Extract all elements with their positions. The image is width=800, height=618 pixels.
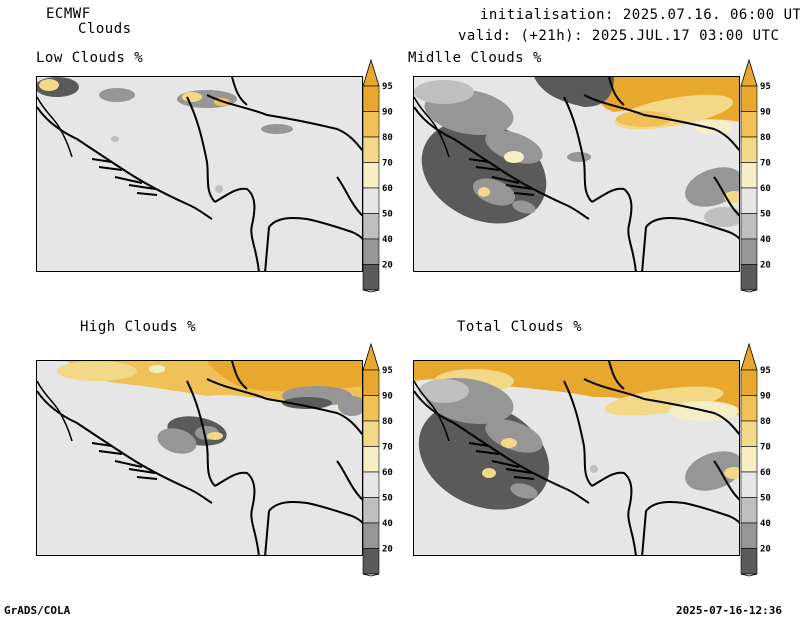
cloud-field [414, 77, 739, 227]
colorbar-tick-label: 50 [760, 210, 771, 220]
colorbar-tick-label: 50 [760, 494, 771, 504]
colorbar-tick-label: 70 [382, 159, 393, 169]
colorbar-swatch-80 [362, 420, 380, 447]
footer-software-label: GrADS/COLA [4, 604, 71, 617]
colorbar-top-arrow [740, 58, 758, 87]
colorbar-tick-label: 20 [382, 545, 393, 555]
map-middle-clouds [413, 76, 740, 272]
colorbar-swatch-50 [362, 497, 380, 524]
colorbar-swatch-90 [362, 111, 380, 138]
colorbar-top-arrow [362, 58, 380, 87]
model-label: ECMWF [46, 6, 91, 22]
colorbar-tick-label: 20 [382, 261, 393, 271]
colorbar-swatch-95 [740, 85, 758, 112]
colorbar-tick-label: 40 [382, 519, 393, 529]
colorbar-bottom-arrow [740, 573, 758, 577]
colorbar-swatch-80 [740, 136, 758, 163]
country-borders [37, 361, 362, 555]
country-borders [414, 77, 739, 271]
colorbar-tick-label: 20 [760, 545, 771, 555]
colorbar-bottom-arrow [362, 289, 380, 293]
panel-title-middle-clouds: Midlle Clouds % [408, 50, 542, 66]
colorbar-tick-label: 80 [382, 133, 393, 143]
colorbar-swatch-20 [740, 548, 758, 575]
colorbar-tick-label: 90 [382, 108, 393, 118]
cloud-field [57, 361, 362, 454]
colorbar-tick-label: 95 [760, 366, 771, 376]
product-label: Clouds [78, 21, 132, 37]
colorbar-swatch-90 [740, 395, 758, 422]
colorbar-tick-label: 70 [382, 443, 393, 453]
footer-timestamp: 2025-07-16-12:36 [676, 604, 782, 617]
colorbar-tick-label: 95 [382, 82, 393, 92]
colorbar-swatch-95 [362, 369, 380, 396]
colorbar-swatch-50 [740, 213, 758, 240]
map-low-clouds [36, 76, 363, 272]
colorbar-tick-label: 50 [382, 210, 393, 220]
colorbar-swatch-90 [362, 395, 380, 422]
colorbar-low: 95 90 80 70 60 50 40 20 [362, 58, 403, 293]
colorbar-total: 95 90 80 70 60 50 40 20 [740, 342, 781, 577]
colorbar-middle: 95 90 80 70 60 50 40 20 [740, 58, 781, 293]
colorbar-swatch-90 [740, 111, 758, 138]
colorbar-tick-label: 90 [760, 392, 771, 402]
panel-title-high-clouds: High Clouds % [80, 319, 197, 335]
colorbar-swatch-40 [362, 238, 380, 265]
colorbar-top-arrow [362, 342, 380, 371]
colorbar-tick-label: 90 [382, 392, 393, 402]
colorbar-tick-label: 40 [760, 519, 771, 529]
colorbar-top-arrow [740, 342, 758, 371]
colorbar-swatch-60 [362, 471, 380, 498]
colorbar-tick-label: 60 [760, 468, 771, 478]
colorbar-high: 95 90 80 70 60 50 40 20 [362, 342, 403, 577]
panel-title-low-clouds: Low Clouds % [36, 50, 144, 66]
colorbar-tick-label: 80 [382, 417, 393, 427]
colorbar-swatch-20 [362, 548, 380, 575]
colorbar-tick-label: 50 [382, 494, 393, 504]
colorbar-tick-label: 80 [760, 133, 771, 143]
colorbar-tick-label: 90 [760, 108, 771, 118]
colorbar-tick-label: 60 [382, 184, 393, 194]
colorbar-tick-label: 60 [760, 184, 771, 194]
colorbar-swatch-60 [740, 187, 758, 214]
colorbar-swatch-50 [740, 497, 758, 524]
colorbar-swatch-70 [362, 446, 380, 473]
map-high-clouds [36, 360, 363, 556]
colorbar-swatch-95 [740, 369, 758, 396]
panel-title-total-clouds: Total Clouds % [457, 319, 583, 335]
colorbar-swatch-20 [740, 264, 758, 291]
colorbar-swatch-70 [362, 162, 380, 189]
country-borders [37, 77, 362, 271]
colorbar-swatch-40 [362, 522, 380, 549]
colorbar-swatch-50 [362, 213, 380, 240]
colorbar-tick-label: 95 [760, 82, 771, 92]
colorbar-tick-label: 70 [760, 159, 771, 169]
colorbar-bottom-arrow [740, 289, 758, 293]
colorbar-swatch-60 [740, 471, 758, 498]
colorbar-tick-label: 20 [760, 261, 771, 271]
colorbar-swatch-40 [740, 522, 758, 549]
colorbar-swatch-40 [740, 238, 758, 265]
colorbar-tick-label: 40 [382, 235, 393, 245]
colorbar-tick-label: 60 [382, 468, 393, 478]
colorbar-swatch-20 [362, 264, 380, 291]
country-borders [414, 361, 739, 555]
colorbar-swatch-80 [740, 420, 758, 447]
colorbar-bottom-arrow [362, 573, 380, 577]
cloud-field [37, 77, 293, 193]
colorbar-swatch-60 [362, 187, 380, 214]
colorbar-swatch-70 [740, 446, 758, 473]
colorbar-swatch-80 [362, 136, 380, 163]
map-total-clouds [413, 360, 740, 556]
colorbar-swatch-95 [362, 85, 380, 112]
valid-time-text: valid: (+21h): 2025.JUL.17 03:00 UTC [458, 28, 780, 44]
colorbar-tick-label: 40 [760, 235, 771, 245]
colorbar-swatch-70 [740, 162, 758, 189]
colorbar-tick-label: 95 [382, 366, 393, 376]
colorbar-tick-label: 80 [760, 417, 771, 427]
colorbar-tick-label: 70 [760, 443, 771, 453]
initialisation-text: initialisation: 2025.07.16. 06:00 UTC [480, 7, 800, 23]
